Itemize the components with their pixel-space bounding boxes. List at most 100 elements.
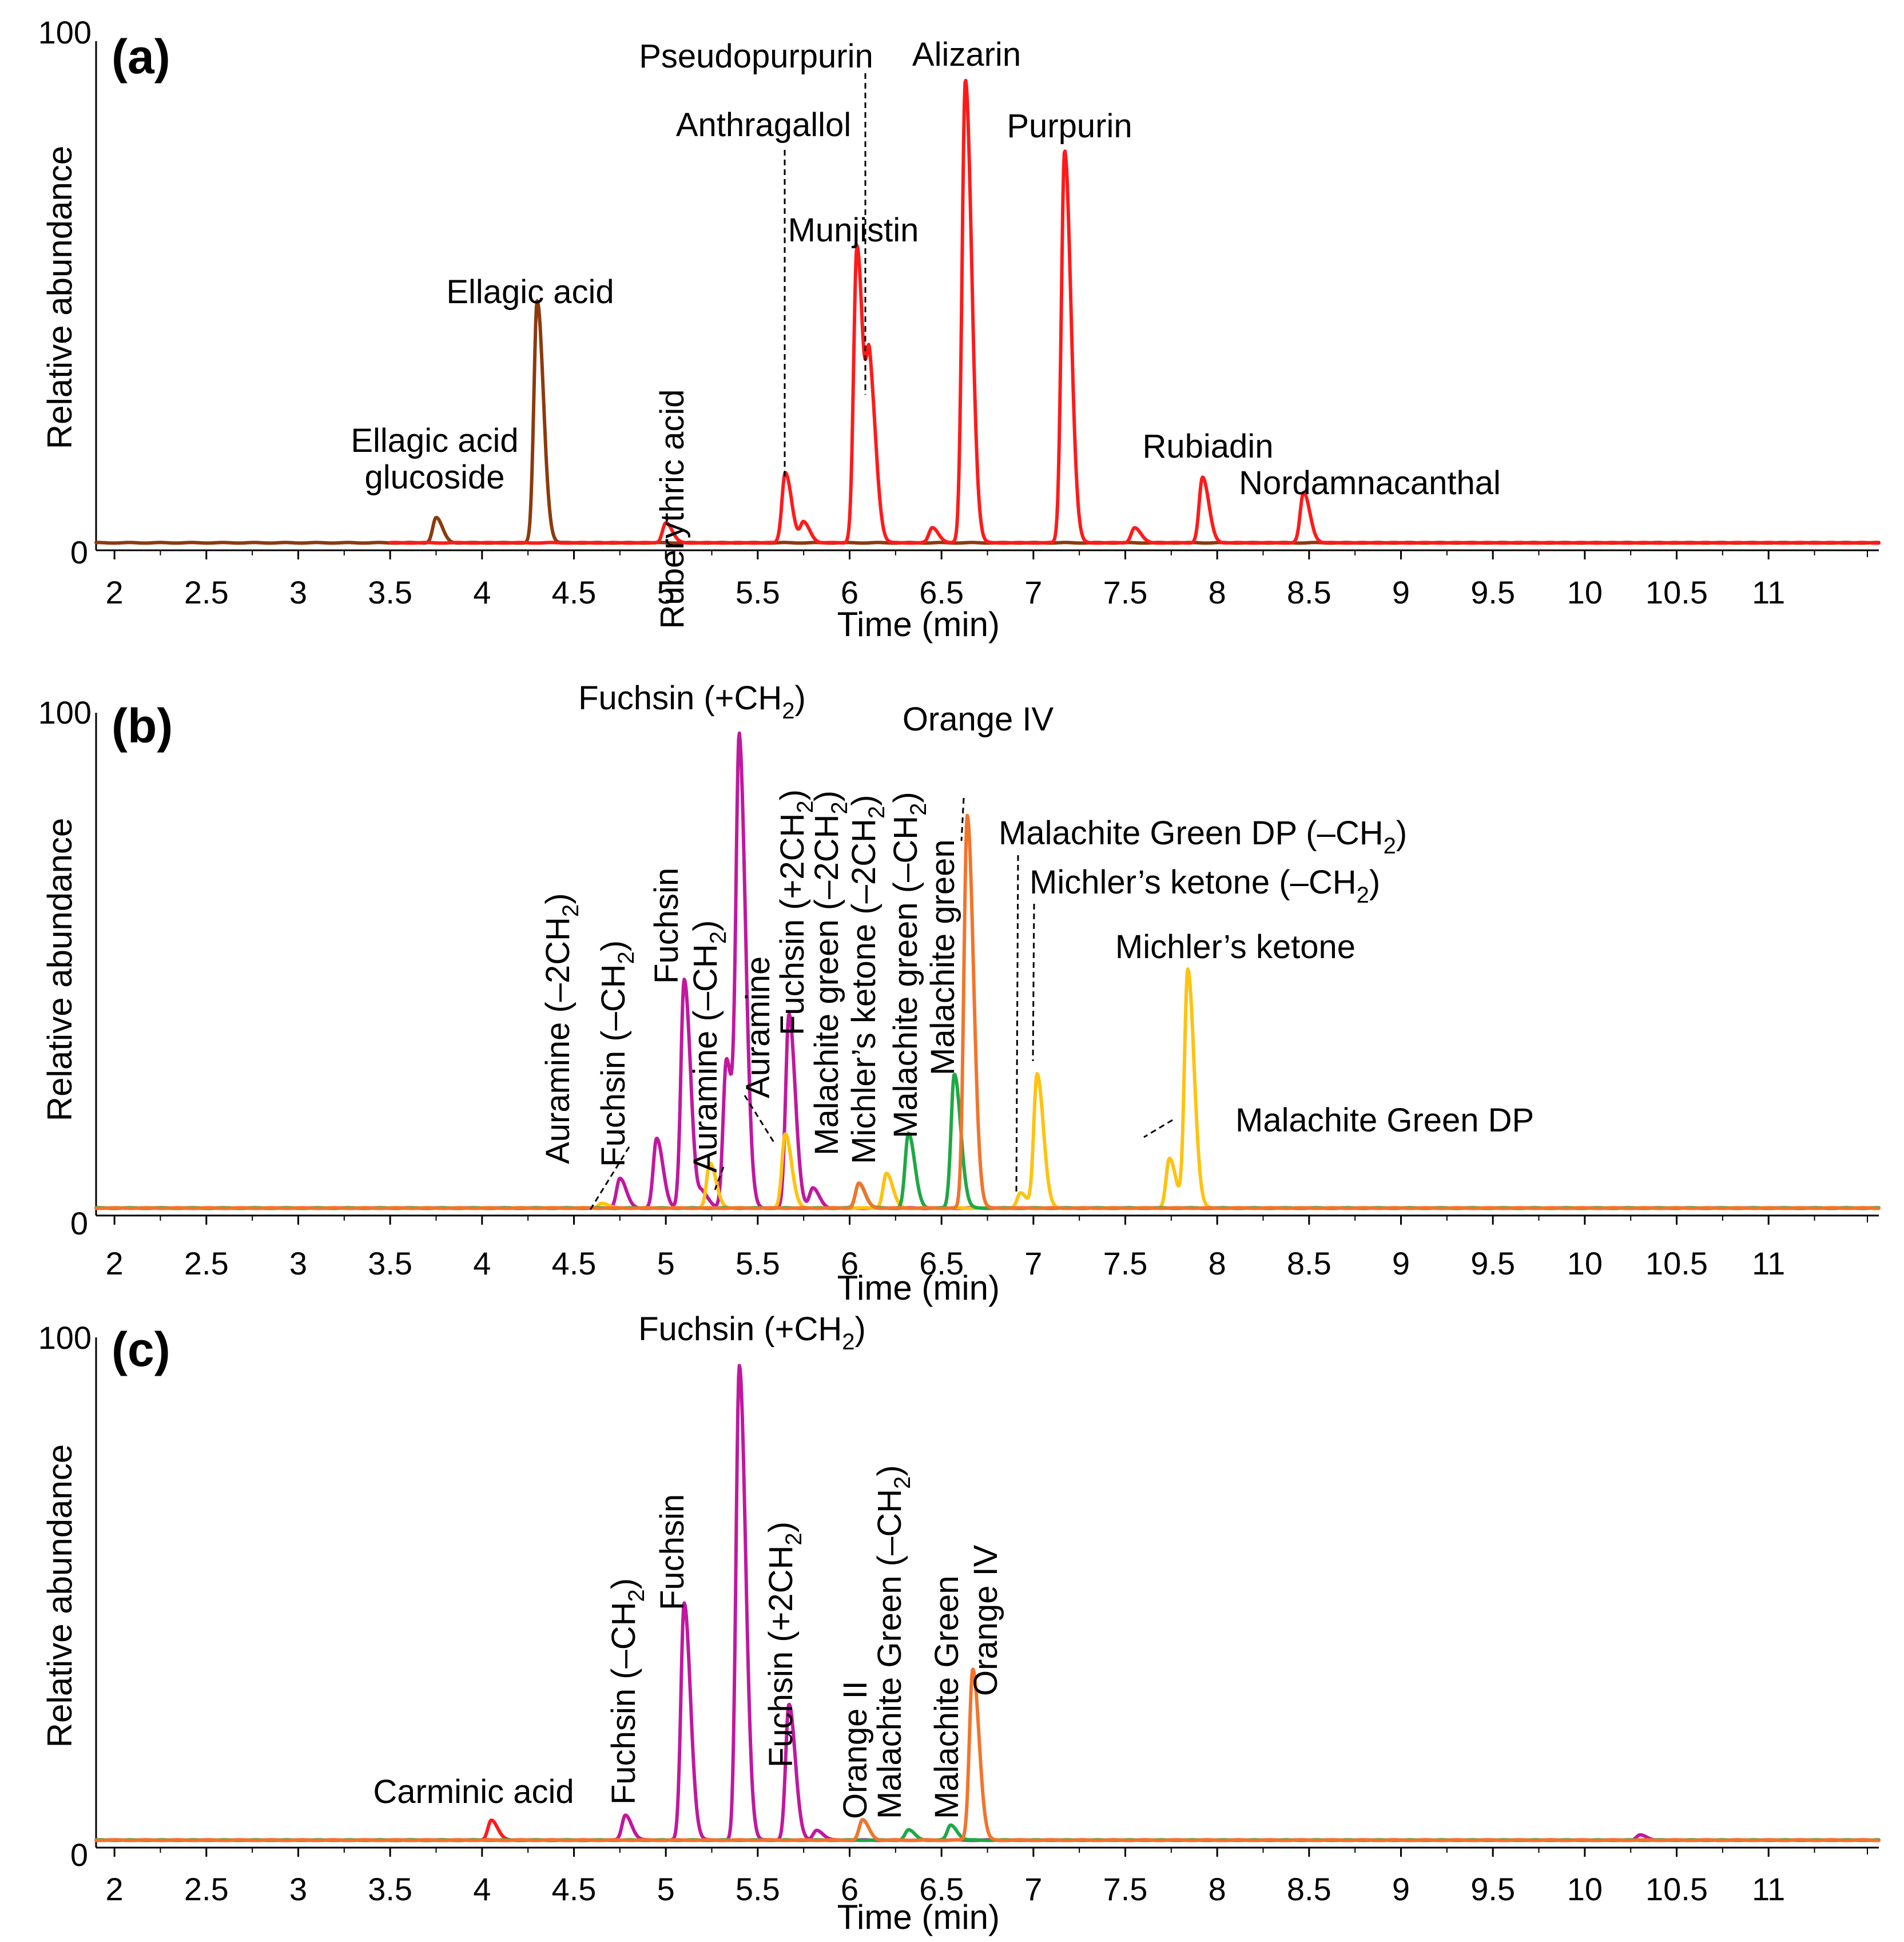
x-tick-label: 6.5 xyxy=(919,1245,964,1281)
leader-line xyxy=(960,797,965,841)
peak-label: Pseudopurpurin xyxy=(639,38,873,75)
x-tick-label: 3.5 xyxy=(368,1871,412,1907)
peak-label: Fuchsin (–CH2) xyxy=(595,940,639,1167)
series-line-3 xyxy=(94,1667,1881,1842)
peak-label: Malachite Green DP (–CH2) xyxy=(999,815,1407,859)
peak-label: Fuchsin (+CH2) xyxy=(578,680,806,724)
x-tick-label: 4 xyxy=(473,574,491,610)
x-tick-label: 2 xyxy=(106,1871,124,1907)
x-tick-label: 7 xyxy=(1024,1871,1042,1907)
peak-label: Orange IV xyxy=(967,1544,1004,1696)
x-tick-label: 7 xyxy=(1024,1245,1042,1281)
panel-letter: (a) xyxy=(112,30,170,84)
y-axis-title: Relative abundance xyxy=(41,818,79,1121)
x-tick-label: 4.5 xyxy=(552,1871,597,1907)
leader-line xyxy=(714,1166,725,1190)
x-tick-label: 10.5 xyxy=(1645,574,1708,610)
panel-letter: (c) xyxy=(112,1323,170,1376)
peak-label: Anthragallol xyxy=(676,106,851,144)
peak-label: Fuchsin (+2CH2) xyxy=(762,1522,806,1768)
peak-label: Malachite green xyxy=(924,839,961,1075)
x-tick-label: 11 xyxy=(1752,1245,1785,1281)
panel-0: 2 2.5 3 3.5 4 4.5 5 5.5 6 6.5 7 7.5 8 8.5 9 9.5 10 10.5 11… xyxy=(38,14,1881,644)
x-tick-label: 2.5 xyxy=(184,1245,229,1281)
leader-line xyxy=(1032,903,1035,1062)
peak-label: Malachite Green (–CH2) xyxy=(871,1465,915,1819)
y-tick-label: 0 xyxy=(70,1205,88,1241)
peak-label: Ruberythric acid xyxy=(654,389,691,629)
x-tick-label: 8 xyxy=(1209,1871,1226,1907)
x-tick-label: 3.5 xyxy=(368,1245,412,1281)
x-tick-label: 2 xyxy=(106,1245,124,1281)
x-tick-label: 9 xyxy=(1392,574,1410,610)
peak-label: Fuchsin (+CH2) xyxy=(638,1310,866,1355)
series-line-3 xyxy=(94,813,1881,1210)
x-tick-label: 5.5 xyxy=(736,1871,780,1907)
x-tick-label: 2.5 xyxy=(184,574,229,610)
x-tick-label: 6 xyxy=(841,574,858,610)
y-tick-label: 0 xyxy=(70,534,88,570)
panel-1: 2 2.5 3 3.5 4 4.5 5 5.5 6 6.5 7 7.5 8 8.5 9 9.5 10 10.5 11… xyxy=(38,680,1881,1307)
x-tick-label: 3 xyxy=(289,1245,307,1281)
x-axis-title: Time (min) xyxy=(837,605,1000,644)
peak-label: Malachite Green DP xyxy=(1235,1102,1534,1139)
peak-label: Auramine (–2CH2) xyxy=(539,893,583,1164)
peak-label: Malachite green (–CH2) xyxy=(887,792,931,1138)
peak-label: Fuchsin xyxy=(654,1494,691,1610)
x-tick-label: 5 xyxy=(657,574,675,610)
x-tick-label: 4.5 xyxy=(552,1245,597,1281)
peak-label: Munjistin xyxy=(788,212,919,249)
x-tick-label: 10 xyxy=(1567,574,1603,610)
peak-label: Purpurin xyxy=(1007,108,1132,145)
y-tick-label: 100 xyxy=(38,1320,92,1356)
y-tick-label: 100 xyxy=(38,14,92,50)
x-tick-label: 10 xyxy=(1567,1245,1603,1281)
x-tick-label: 8 xyxy=(1209,574,1226,610)
leader-line xyxy=(1143,1119,1173,1138)
series-line-1 xyxy=(388,78,1881,545)
peak-label: Michler’s ketone xyxy=(1115,928,1356,966)
x-tick-label: 8.5 xyxy=(1287,1871,1331,1907)
x-tick-label: 6.5 xyxy=(919,574,964,610)
x-tick-label: 10.5 xyxy=(1645,1245,1708,1281)
x-tick-label: 10 xyxy=(1567,1871,1603,1907)
x-tick-label: 8 xyxy=(1209,1245,1226,1281)
peak-label: Alizarin xyxy=(912,36,1021,73)
y-tick-label: 100 xyxy=(38,694,92,730)
peak-label: Ellagic acid xyxy=(351,422,518,459)
x-tick-label: 6 xyxy=(841,1871,858,1907)
x-tick-label: 5.5 xyxy=(736,574,780,610)
peak-label: Fuchsin (+2CH2) xyxy=(774,789,818,1035)
x-tick-label: 2.5 xyxy=(184,1871,229,1907)
x-tick-label: 7.5 xyxy=(1103,574,1148,610)
peak-label: Ellagic acid xyxy=(446,273,614,311)
x-tick-label: 7.5 xyxy=(1103,1245,1148,1281)
series-line-1 xyxy=(94,967,1881,1210)
series-line-0 xyxy=(94,731,1881,1210)
series-line-0 xyxy=(370,1818,594,1842)
x-tick-label: 11 xyxy=(1752,574,1785,610)
x-tick-label: 9.5 xyxy=(1470,1245,1515,1281)
y-tick-label: 0 xyxy=(70,1837,88,1873)
x-tick-label: 4 xyxy=(473,1245,491,1281)
x-tick-label: 6 xyxy=(841,1245,858,1281)
x-axis-title: Time (min) xyxy=(837,1269,1000,1307)
x-tick-label: 9.5 xyxy=(1470,574,1515,610)
x-tick-label: 8.5 xyxy=(1287,1245,1331,1281)
peak-label: glucoside xyxy=(364,459,504,496)
panel-2: 2 2.5 3 3.5 4 4.5 5 5.5 6 6.5 7 7.5 8 8.5 9 9.5 10 10.5 11… xyxy=(38,1310,1881,1936)
leader-line xyxy=(588,1146,630,1212)
x-tick-label: 3 xyxy=(289,574,307,610)
panel-letter: (b) xyxy=(112,699,173,753)
leader-line xyxy=(1015,855,1019,1193)
peak-label: Malachite green (–2CH2) xyxy=(808,791,852,1155)
peak-label: Fuchsin (–CH2) xyxy=(605,1578,649,1805)
x-tick-label: 9.5 xyxy=(1470,1871,1515,1907)
x-tick-label: 9 xyxy=(1392,1871,1410,1907)
x-axis-title: Time (min) xyxy=(837,1898,1000,1936)
y-axis-title: Relative abundance xyxy=(41,1444,79,1748)
peak-label: Fuchsin xyxy=(648,868,685,984)
peak-label: Malachite Green xyxy=(928,1575,965,1819)
x-tick-label: 8.5 xyxy=(1287,574,1331,610)
y-axis-title: Relative abundance xyxy=(41,146,79,449)
